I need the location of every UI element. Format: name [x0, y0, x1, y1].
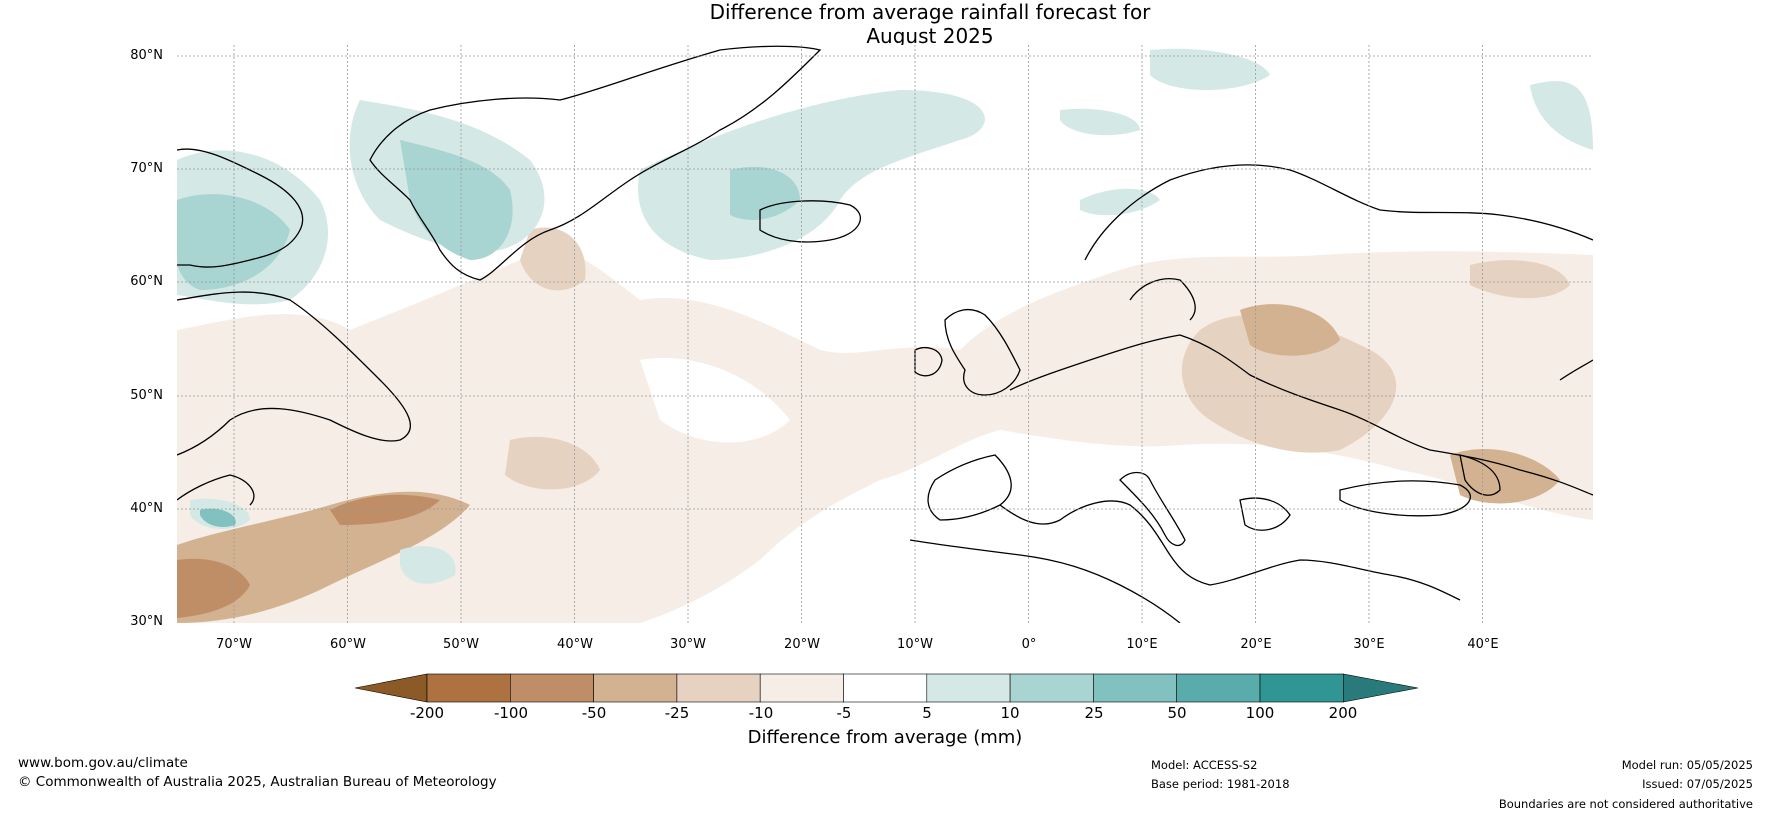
shade-medium-teal-iceland — [730, 166, 800, 220]
shade-light-teal-azores — [400, 546, 456, 584]
colorbar-tick: 25 — [1084, 704, 1104, 722]
graticule — [177, 45, 1593, 623]
colorbar-arrow-left — [354, 673, 428, 703]
lat-label-30n: 30°N — [130, 614, 163, 629]
lat-label-80n: 80°N — [130, 48, 163, 63]
lon-label-50w: 50°W — [443, 637, 479, 652]
colorbar-tick: -25 — [664, 704, 690, 722]
scandinavia-coast — [1084, 164, 1593, 261]
black-sea-coast — [1339, 480, 1472, 517]
shade-light-teal-arctic — [1060, 108, 1140, 136]
east-coast — [1559, 359, 1593, 381]
colorbar-segment — [676, 673, 761, 703]
colorbar-tick: 10 — [1000, 704, 1020, 722]
footer-boundaries-note: Boundaries are not considered authoritat… — [1498, 797, 1753, 811]
colorbar-tick: -10 — [748, 704, 774, 722]
shade-light-teal-norway — [1080, 188, 1160, 216]
footer-copyright: © Commonwealth of Australia 2025, Austra… — [18, 774, 497, 790]
shade-teal-southwest-core — [200, 508, 236, 527]
colorbar-tick: 5 — [922, 704, 932, 722]
greenland-coast — [369, 45, 822, 281]
colorbar-segment — [1176, 673, 1261, 703]
colorbar-segment — [509, 673, 594, 703]
colorbar-tick: -200 — [409, 704, 445, 722]
colorbar-segment — [593, 673, 678, 703]
lat-label-50n: 50°N — [130, 388, 163, 403]
lat-label-60n: 60°N — [130, 274, 163, 289]
lon-label-40e: 40°E — [1467, 637, 1499, 652]
shade-light-teal-svalbard — [1150, 48, 1270, 90]
footer-model: Model: ACCESS-S2 — [1151, 758, 1258, 772]
lon-label-20w: 20°W — [784, 637, 820, 652]
colorbar-tick: -5 — [836, 704, 852, 722]
shade-brown-south-greenland — [520, 227, 586, 291]
colorbar-tick: -100 — [493, 704, 529, 722]
colorbar-tick: 200 — [1328, 704, 1358, 722]
colorbar-arrow-right — [1343, 673, 1419, 703]
colorbar-tick: -50 — [581, 704, 607, 722]
footer-base-period: Base period: 1981-2018 — [1151, 777, 1290, 791]
shade-light-teal-east-arctic — [1530, 81, 1593, 150]
colorbar-tick: 50 — [1167, 704, 1187, 722]
colorbar-segment — [759, 673, 844, 703]
lon-label-40w: 40°W — [557, 637, 593, 652]
colorbar-title: Difference from average (mm) — [747, 727, 1023, 748]
shade-brown-eastern-europe — [1181, 314, 1397, 453]
lat-label-40n: 40°N — [130, 501, 163, 516]
shade-light-teal-iceland — [638, 90, 985, 260]
shade-brown-mid-atlantic — [505, 436, 600, 490]
caspian-coast — [1459, 454, 1501, 496]
lon-label-0: 0° — [1021, 637, 1037, 652]
baffin-coast — [177, 148, 304, 268]
coastlines — [177, 45, 1593, 623]
lon-label-30e: 30°E — [1353, 637, 1385, 652]
colorbar-segment — [1259, 673, 1344, 703]
europe-north-coast — [1009, 334, 1593, 496]
shade-brown-russia — [1470, 260, 1570, 299]
lon-label-10w: 10°W — [897, 637, 933, 652]
labrador-coast — [177, 291, 411, 456]
shade-white-mediterranean — [880, 483, 1593, 623]
rainfall-anomaly-shading — [177, 48, 1593, 623]
greece-coast — [1239, 497, 1291, 531]
colorbar-segment — [843, 673, 928, 703]
shade-medium-teal-labrador — [177, 194, 290, 290]
shade-white-atlantic — [640, 358, 790, 443]
shade-brown-caspian — [1450, 449, 1560, 504]
title-line-1: Difference from average rainfall forecas… — [709, 0, 1151, 24]
lon-label-10e: 10°E — [1126, 637, 1158, 652]
lon-label-30w: 30°W — [670, 637, 706, 652]
lon-label-20e: 20°E — [1240, 637, 1272, 652]
shade-medium-brown-baltic — [1240, 304, 1340, 356]
denmark-coast — [1129, 278, 1196, 321]
colorbar-segment — [926, 673, 1011, 703]
colorbar-tick: 100 — [1245, 704, 1275, 722]
title-line-2: August 2025 — [866, 24, 994, 48]
britain-coast — [944, 308, 1021, 396]
ireland-coast — [914, 347, 943, 377]
footer-issued: Issued: 07/05/2025 — [1642, 777, 1753, 791]
iceland-coast — [759, 200, 862, 243]
footer-model-run: Model run: 05/05/2025 — [1621, 758, 1753, 772]
colorbar-segment — [1009, 673, 1094, 703]
colorbar — [354, 673, 1419, 703]
lon-label-60w: 60°W — [330, 637, 366, 652]
italy-coast — [1119, 471, 1186, 547]
shade-medium-brown-atlantic — [177, 491, 470, 623]
colorbar-segment — [426, 673, 511, 703]
footer-website: www.bom.gov.au/climate — [18, 755, 188, 771]
mediterranean-coast — [999, 500, 1461, 601]
colorbar-segment — [1093, 673, 1178, 703]
north-africa-coast — [909, 539, 1181, 623]
shade-dark-brown-atlantic — [330, 494, 440, 525]
lat-label-70n: 70°N — [130, 161, 163, 176]
lon-label-70w: 70°W — [216, 637, 252, 652]
shade-dark-brown-west — [177, 558, 250, 618]
nova-scotia-coast — [177, 474, 255, 506]
